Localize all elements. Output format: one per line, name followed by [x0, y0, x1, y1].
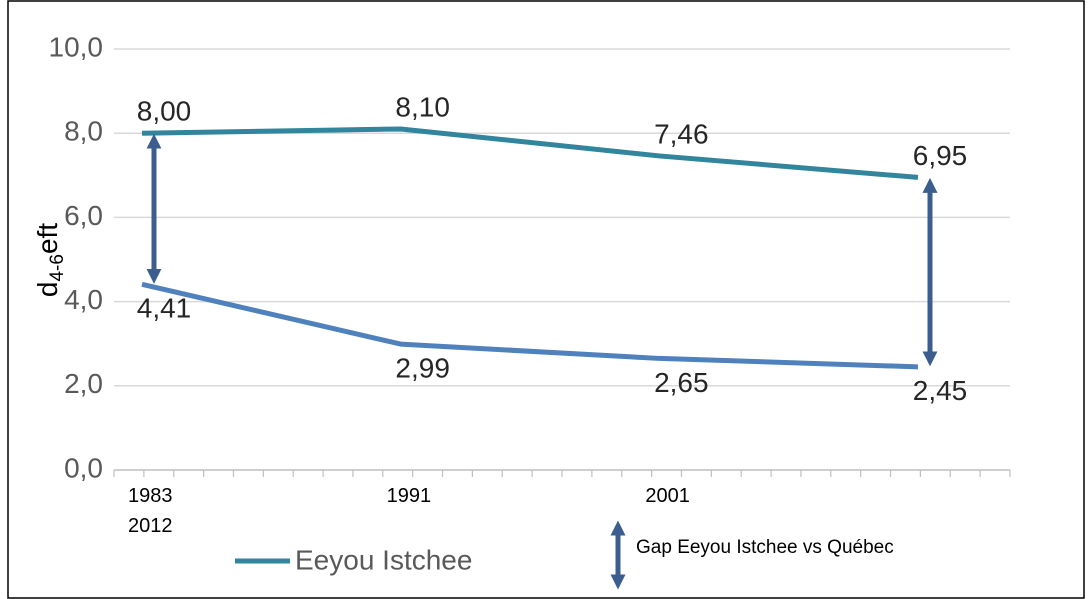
data-label: 2,99	[395, 353, 450, 384]
y-label-sub: 4-6	[47, 254, 68, 281]
legend-gap-box: Gap Eeyou Istchee vs Québec	[636, 537, 894, 558]
chart-frame	[7, 0, 1085, 599]
y-tick-label: 8,0	[64, 116, 103, 147]
series-line	[141, 126, 919, 180]
legend-gap-label: Gap Eeyou Istchee vs Québec	[636, 537, 894, 558]
x-tick-label-line: 1991	[387, 485, 432, 507]
data-label: 6,95	[913, 140, 968, 171]
data-label: 2,45	[913, 375, 968, 406]
x-tick-label-line: 2012	[128, 515, 173, 537]
legend-label: Eeyou Istchee	[295, 544, 472, 575]
y-axis-label: d4-6eft	[32, 223, 68, 297]
data-label: 8,00	[137, 96, 192, 127]
data-label: 8,10	[395, 91, 450, 122]
x-tick-label-line: 1983	[128, 485, 173, 507]
data-label: 4,41	[137, 293, 192, 324]
y-tick-label: 4,0	[64, 284, 103, 315]
y-tick-label: 2,0	[64, 368, 103, 399]
y-label-main: d	[32, 282, 63, 298]
y-tick-label: 10,0	[49, 31, 104, 62]
x-tick-label: 2001	[645, 485, 690, 507]
y-label-rest: eft	[32, 223, 63, 254]
x-tick-label: 1983 2012	[128, 485, 173, 537]
data-label: 2,65	[654, 367, 709, 398]
x-tick-label: 1991	[387, 485, 432, 507]
y-tick-label: 6,0	[64, 200, 103, 231]
y-tick-label: 0,0	[64, 452, 103, 483]
data-label: 7,46	[654, 118, 709, 149]
series-line	[141, 281, 919, 370]
x-tick-label-line: 2001	[645, 485, 690, 507]
